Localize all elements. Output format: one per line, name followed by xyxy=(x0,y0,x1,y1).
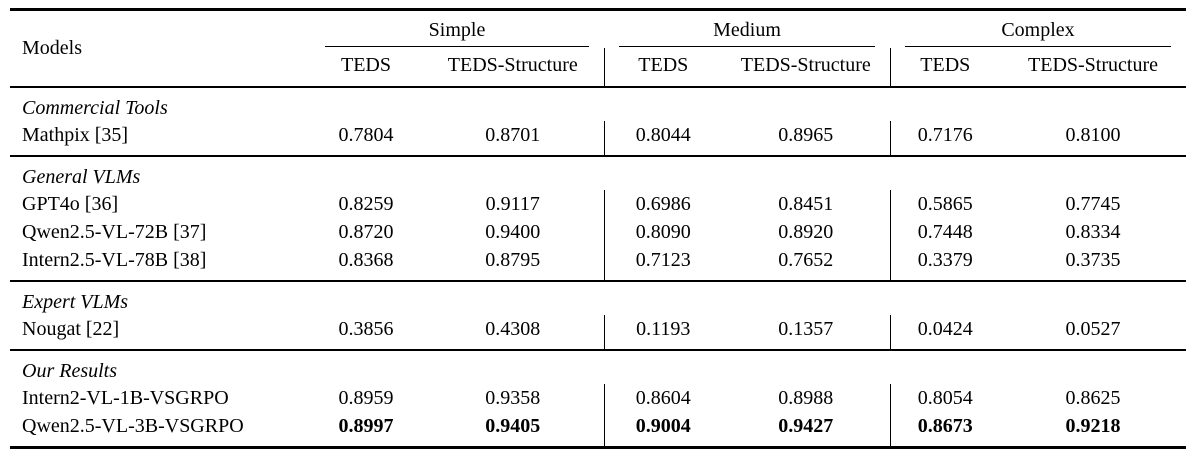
metric-value: 0.8334 xyxy=(1065,221,1121,243)
model-name: Qwen2.5-VL-72B [37] xyxy=(22,221,207,243)
col-header-medium-teds: TEDS xyxy=(603,48,723,88)
group-header-row: Models Simple Medium Complex xyxy=(10,9,1186,88)
metric-value: 0.7745 xyxy=(1065,193,1121,215)
col-header-complex-teds-structure: TEDS-Structure xyxy=(1000,48,1187,88)
group-header-complex: Complex xyxy=(890,10,1186,49)
model-name: Nougat [22] xyxy=(22,318,120,340)
metric-value: 0.9405 xyxy=(485,415,541,437)
models-column-header: Models xyxy=(10,9,310,88)
col-header-simple-teds-structure: TEDS-Structure xyxy=(422,48,605,88)
metric-value: 0.8997 xyxy=(338,415,394,437)
metric-value: 0.8673 xyxy=(889,412,1001,448)
metric-value: 0.8090 xyxy=(603,218,723,246)
results-table: Models Simple Medium Complex TEDS TEDS-S… xyxy=(10,8,1187,449)
metric-value: 0.8044 xyxy=(603,121,723,156)
section-label-row: Expert VLMs xyxy=(10,280,1187,315)
col-header-complex-teds: TEDS xyxy=(889,48,1001,88)
table-body: Commercial Tools Mathpix [35] 0.7804 0.8701… xyxy=(10,86,1187,448)
metric-value: 0.3735 xyxy=(1065,249,1121,271)
metric-value: 0.8959 xyxy=(338,387,394,409)
section-label: Expert VLMs xyxy=(10,280,1187,315)
metric-value: 0.9218 xyxy=(1065,415,1121,437)
metric-value: 0.7176 xyxy=(889,121,1001,156)
metric-value: 0.8100 xyxy=(1065,124,1121,146)
metric-value: 0.9427 xyxy=(778,415,834,437)
metric-value: 0.6986 xyxy=(603,190,723,218)
metric-header-row: TEDS TEDS-Structure TEDS TEDS-Structure … xyxy=(10,48,1187,88)
col-header-simple-teds: TEDS xyxy=(310,48,422,88)
metric-value: 0.8451 xyxy=(778,193,834,215)
metric-value: 0.8259 xyxy=(338,193,394,215)
table-row: Mathpix [35] 0.7804 0.8701 0.8044 0.8965 0.71… xyxy=(10,121,1186,156)
metric-value: 0.1357 xyxy=(778,318,834,340)
metric-value: 0.7123 xyxy=(603,246,723,281)
metric-value: 0.8965 xyxy=(778,124,834,146)
group-header-simple: Simple xyxy=(310,10,604,49)
metric-value: 0.9117 xyxy=(485,193,540,215)
metric-value: 0.8625 xyxy=(1065,387,1121,409)
metric-value: 0.5865 xyxy=(889,190,1001,218)
metric-value: 0.8368 xyxy=(338,249,394,271)
model-name: GPT4o [36] xyxy=(22,193,119,215)
col-header-medium-teds-structure: TEDS-Structure xyxy=(722,48,891,88)
metric-value: 0.8988 xyxy=(778,387,834,409)
group-label-medium: Medium xyxy=(619,19,876,47)
metric-value: 0.4308 xyxy=(485,318,541,340)
metric-value: 0.9004 xyxy=(603,412,723,448)
table-header: Models Simple Medium Complex TEDS TEDS-S… xyxy=(10,9,1187,88)
metric-value: 0.8795 xyxy=(485,249,541,271)
table-row: Nougat [22] 0.3856 0.4308 0.1193 0.1357 0.042… xyxy=(10,315,1186,350)
metric-value: 0.3856 xyxy=(338,318,394,340)
metric-value: 0.1193 xyxy=(603,315,723,350)
section-label-row: Commercial Tools xyxy=(10,86,1187,121)
metric-value: 0.8604 xyxy=(603,384,723,412)
metric-value: 0.8720 xyxy=(338,221,394,243)
model-name: Mathpix [35] xyxy=(22,124,129,146)
metric-value: 0.8701 xyxy=(485,124,541,146)
metric-value: 0.8054 xyxy=(889,384,1001,412)
model-name: Intern2-VL-1B-VSGRPO xyxy=(22,387,229,409)
metric-value: 0.8920 xyxy=(778,221,834,243)
section-label-row: Our Results xyxy=(10,349,1187,384)
metric-value: 0.9358 xyxy=(485,387,541,409)
model-name: Qwen2.5-VL-3B-VSGRPO xyxy=(22,415,244,437)
model-name: Intern2.5-VL-78B [38] xyxy=(22,249,207,271)
section-label: Commercial Tools xyxy=(10,86,1187,121)
section-label: Our Results xyxy=(10,349,1187,384)
group-label-simple: Simple xyxy=(325,19,590,47)
table-row: Intern2-VL-1B-VSGRPO 0.8959 0.9358 0.8604 0.… xyxy=(10,384,1186,412)
group-label-complex: Complex xyxy=(905,19,1172,47)
group-header-medium: Medium xyxy=(604,10,890,49)
table-row: Qwen2.5-VL-72B [37] 0.8720 0.9400 0.8090 0.8… xyxy=(10,218,1186,246)
metric-value: 0.0527 xyxy=(1065,318,1121,340)
metric-value: 0.7448 xyxy=(889,218,1001,246)
metric-value: 0.7804 xyxy=(338,124,394,146)
metric-value: 0.9400 xyxy=(485,221,541,243)
table-row: Intern2.5-VL-78B [38] 0.8368 0.8795 0.7123 0… xyxy=(10,246,1186,281)
table-row: GPT4o [36] 0.8259 0.9117 0.6986 0.8451 0.5865… xyxy=(10,190,1186,218)
metric-value: 0.3379 xyxy=(889,246,1001,281)
section-label: General VLMs xyxy=(10,155,1187,190)
metric-value: 0.0424 xyxy=(889,315,1001,350)
metric-value: 0.7652 xyxy=(778,249,834,271)
section-label-row: General VLMs xyxy=(10,155,1187,190)
table-row: Qwen2.5-VL-3B-VSGRPO 0.8997 0.9405 0.9004 0.… xyxy=(10,412,1186,448)
